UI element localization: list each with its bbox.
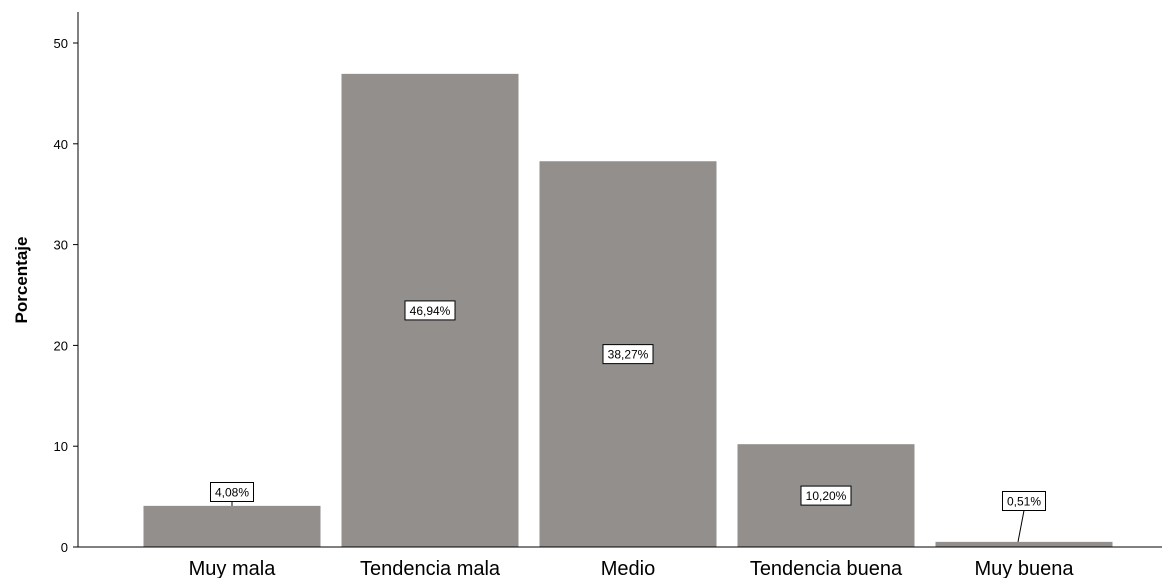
- data-label-box: [602, 344, 654, 365]
- x-category-label: Tendencia mala: [360, 558, 501, 578]
- data-label: 46,94%: [410, 304, 451, 318]
- y-tick-label: 20: [54, 338, 68, 353]
- y-tick-label: 50: [54, 36, 68, 51]
- y-tick-label: 10: [54, 439, 68, 454]
- data-label: 0,51%: [1007, 495, 1041, 509]
- y-axis-title: Porcentaje: [12, 237, 31, 324]
- bar-0: [143, 505, 321, 547]
- data-label-leader: [1017, 510, 1025, 542]
- bar-4: [935, 541, 1113, 547]
- x-category-label: Muy buena: [975, 558, 1075, 578]
- data-label-box: [404, 300, 456, 321]
- bars-group: [143, 73, 1113, 548]
- y-tick-label: 30: [54, 238, 68, 253]
- data-label: 4,08%: [215, 486, 249, 500]
- data-label: 38,27%: [608, 348, 649, 362]
- x-category-label: Medio: [601, 558, 655, 578]
- data-labels-group: 4,08% 46,94% 38,27% 10,20% 0,51%: [210, 300, 1046, 542]
- data-label: 10,20%: [806, 489, 847, 503]
- data-label-box: [210, 482, 254, 502]
- y-tick-label: 40: [54, 137, 68, 152]
- data-label-box: [1002, 491, 1046, 511]
- x-labels-group: Muy mala Tendencia mala Medio Tendencia bue…: [189, 558, 1075, 578]
- y-tick-label: 0: [61, 540, 68, 555]
- data-label-box: [800, 485, 852, 506]
- y-ticks-group: 0 10 20 30 40 50: [54, 36, 78, 555]
- x-category-label: Muy mala: [189, 558, 277, 578]
- axes-group: [77, 12, 1162, 548]
- x-category-label: Tendencia buena: [750, 558, 903, 578]
